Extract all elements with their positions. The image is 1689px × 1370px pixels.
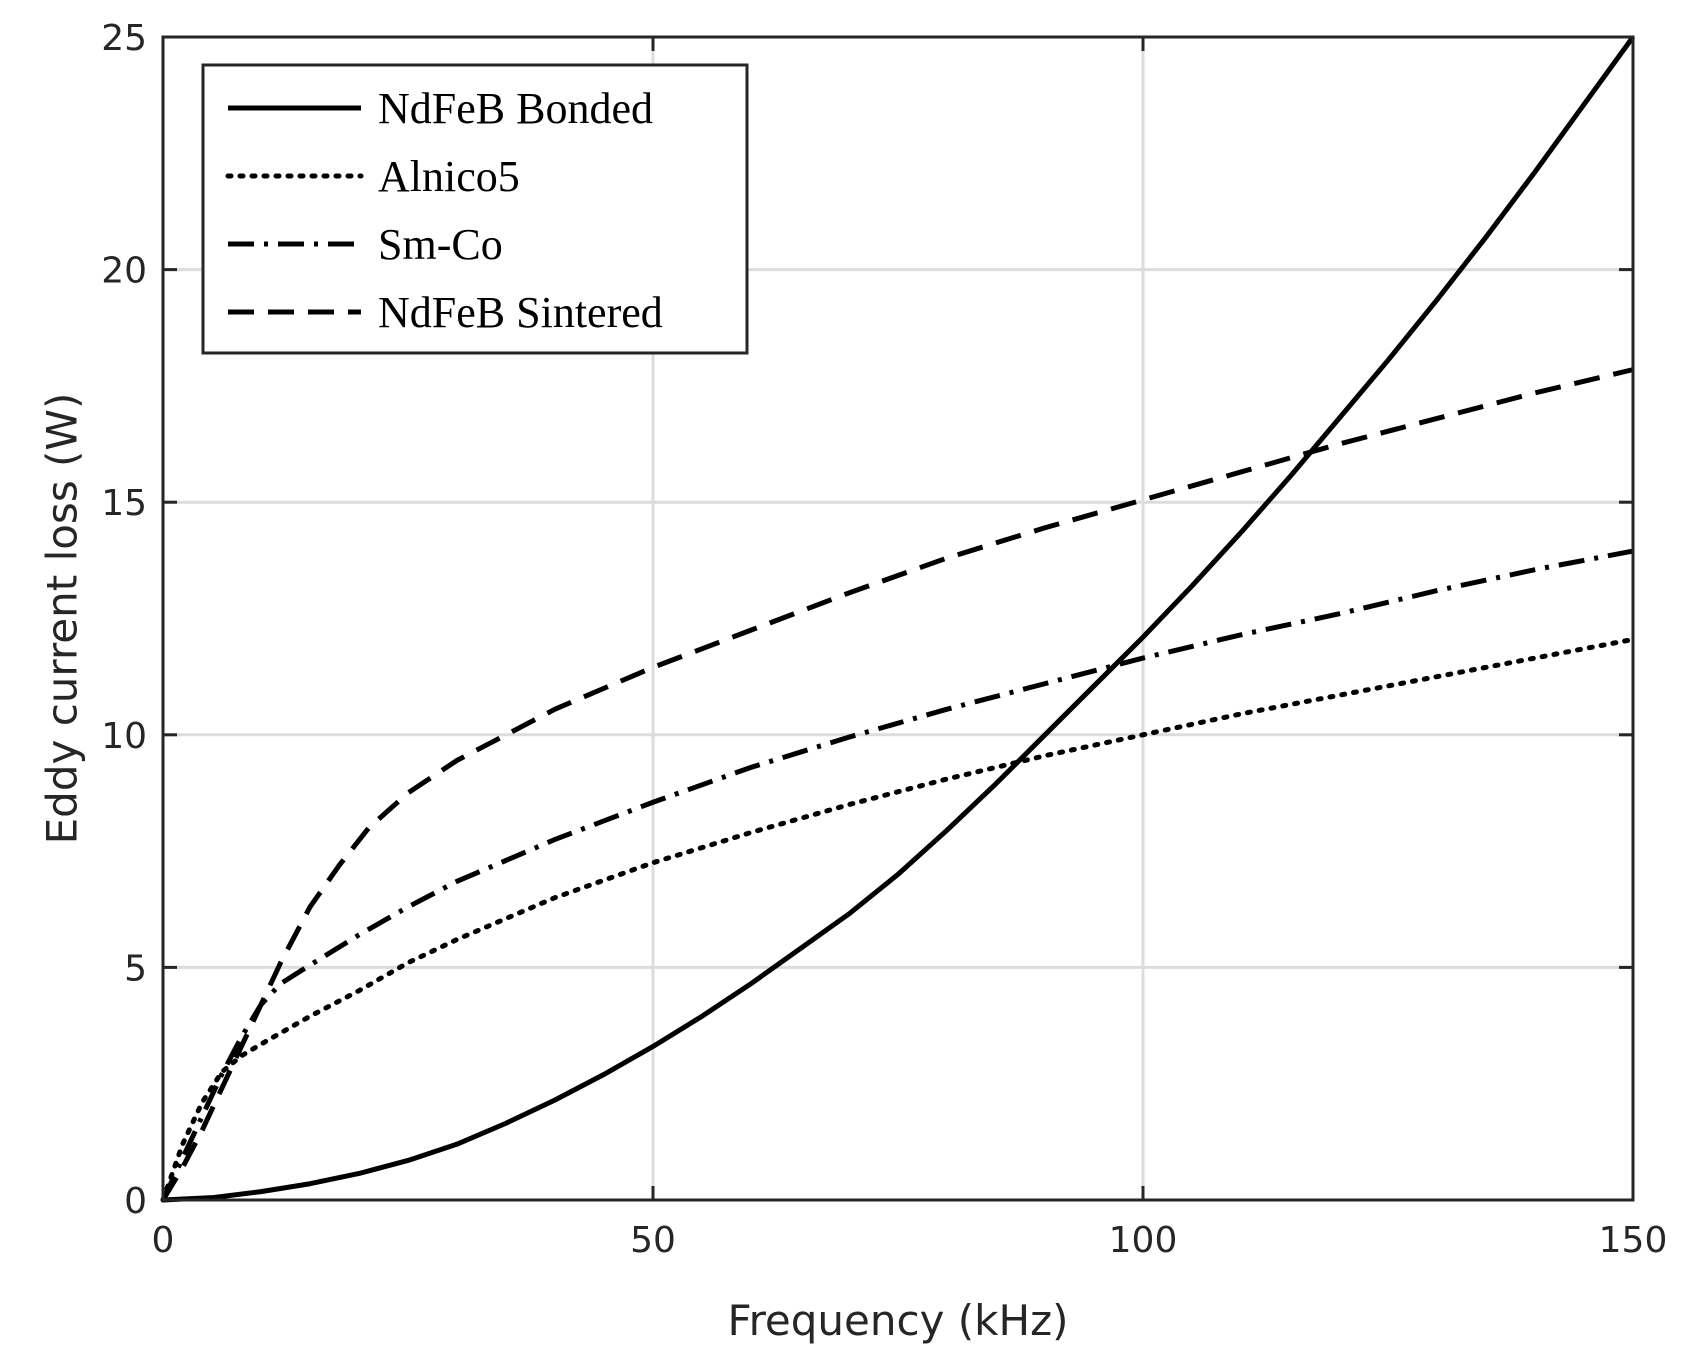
x-tick-label: 150	[1599, 1220, 1668, 1261]
x-tick-label: 100	[1109, 1220, 1178, 1261]
series-line-alnico5	[160, 636, 1636, 1203]
series-lines	[160, 35, 1636, 1203]
y-axis-label: Eddy current loss (W)	[38, 393, 87, 845]
legend-label: NdFeB Bonded	[378, 84, 653, 133]
series-line-sm-co	[160, 548, 1634, 1202]
legend-entries: NdFeB Bonded Alnico5 Sm-Co NdFeB Sintered	[225, 84, 663, 337]
y-tick-label: 25	[101, 18, 147, 59]
x-axis-label: Frequency (kHz)	[727, 1296, 1068, 1345]
y-tick-label: 10	[101, 716, 147, 757]
x-tick-label: 50	[630, 1220, 676, 1261]
series-line-ndfeb-sintered	[160, 367, 1634, 1202]
y-tick-label: 5	[124, 948, 147, 989]
y-tick-label: 0	[124, 1181, 147, 1222]
legend: NdFeB Bonded Alnico5 Sm-Co NdFeB Sintered	[201, 63, 749, 355]
legend-box	[201, 63, 749, 355]
x-tick-label: 0	[152, 1220, 175, 1261]
series-line-ndfeb-bonded	[162, 35, 1636, 1203]
legend-label: Sm-Co	[378, 220, 503, 269]
axis-ticks: 0 50 100 150 0 5 10 15 20 25	[101, 18, 1667, 1261]
y-tick-label: 15	[101, 483, 147, 524]
legend-label: Alnico5	[378, 152, 520, 201]
y-tick-label: 20	[101, 251, 147, 292]
legend-label: NdFeB Sintered	[378, 288, 663, 337]
plot-frame	[161, 35, 1635, 1202]
